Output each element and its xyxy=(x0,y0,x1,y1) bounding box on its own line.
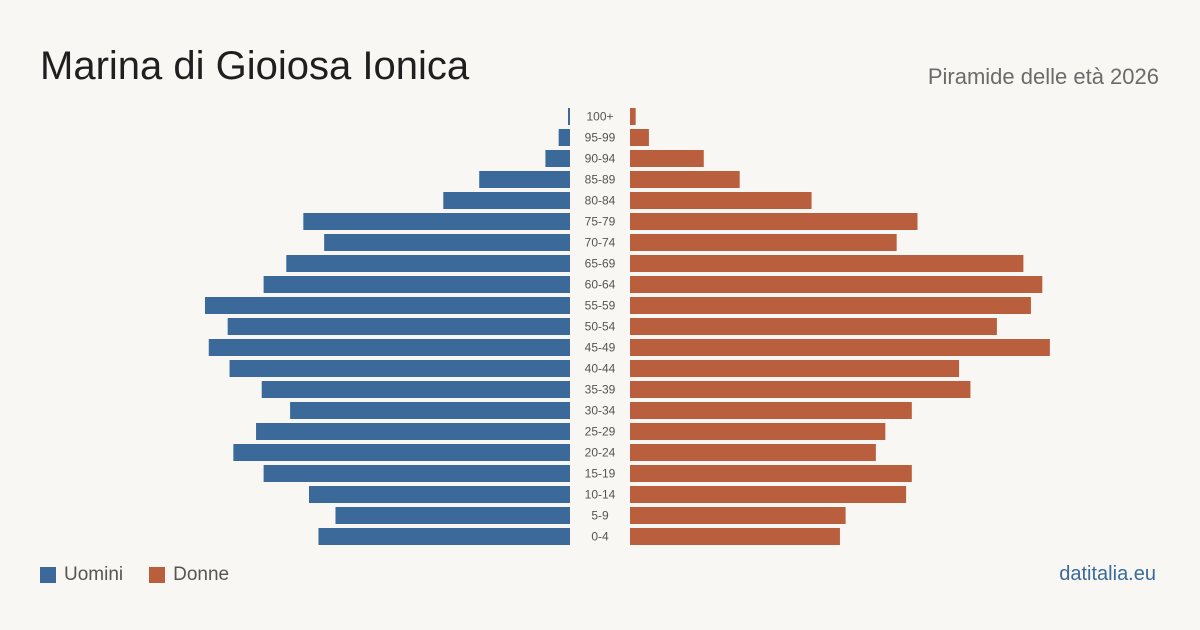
age-label-70-74: 70-74 xyxy=(585,236,616,250)
age-label-10-14: 10-14 xyxy=(585,488,616,502)
bar-men-100plus xyxy=(568,108,570,125)
legend-item-women: Donne xyxy=(149,564,229,586)
age-label-80-84: 80-84 xyxy=(585,194,616,208)
age-label-50-54: 50-54 xyxy=(585,320,616,334)
age-label-65-69: 65-69 xyxy=(585,257,616,271)
age-label-25-29: 25-29 xyxy=(585,425,616,439)
age-label-85-89: 85-89 xyxy=(585,173,616,187)
bar-women-5-9 xyxy=(630,507,846,524)
bar-women-95-99 xyxy=(630,129,649,146)
bar-women-35-39 xyxy=(630,381,971,398)
bar-women-30-34 xyxy=(630,402,912,419)
bar-men-0-4 xyxy=(318,528,570,545)
legend-item-men: Uomini xyxy=(40,564,123,586)
bar-men-95-99 xyxy=(558,129,570,146)
age-label-35-39: 35-39 xyxy=(585,383,616,397)
bar-women-65-69 xyxy=(630,255,1024,272)
chart-legend: Uomini Donne xyxy=(40,564,255,586)
bar-men-20-24 xyxy=(233,444,570,461)
bar-men-5-9 xyxy=(335,507,570,524)
bar-men-30-34 xyxy=(290,402,570,419)
bar-women-15-19 xyxy=(630,465,912,482)
age-label-20-24: 20-24 xyxy=(585,446,616,460)
bar-women-70-74 xyxy=(630,234,897,251)
bar-men-80-84 xyxy=(443,192,570,209)
legend-swatch-women xyxy=(149,567,166,583)
bar-men-50-54 xyxy=(227,318,570,335)
bar-women-55-59 xyxy=(630,297,1031,314)
bar-men-25-29 xyxy=(256,423,570,440)
age-label-45-49: 45-49 xyxy=(585,341,616,355)
chart-title: Marina di Gioiosa Ionica xyxy=(40,44,470,88)
age-label-60-64: 60-64 xyxy=(585,278,616,292)
age-label-15-19: 15-19 xyxy=(585,467,616,481)
bar-men-60-64 xyxy=(263,276,570,293)
bar-men-90-94 xyxy=(545,150,570,167)
bar-men-85-89 xyxy=(479,171,570,188)
bar-men-70-74 xyxy=(324,234,570,251)
bar-women-20-24 xyxy=(630,444,876,461)
legend-label-women: Donne xyxy=(173,564,230,585)
bar-women-45-49 xyxy=(630,339,1050,356)
bar-men-65-69 xyxy=(286,255,570,272)
age-label-95-99: 95-99 xyxy=(585,131,616,145)
bar-women-50-54 xyxy=(630,318,997,335)
chart-subtitle: Piramide delle età 2026 xyxy=(927,64,1159,89)
bar-women-60-64 xyxy=(630,276,1043,293)
age-label-30-34: 30-34 xyxy=(585,404,616,418)
bar-men-75-79 xyxy=(303,213,570,230)
bar-women-25-29 xyxy=(630,423,886,440)
age-label-75-79: 75-79 xyxy=(585,215,616,229)
age-label-55-59: 55-59 xyxy=(585,299,616,313)
age-label-0-4: 0-4 xyxy=(591,530,609,544)
bar-women-90-94 xyxy=(630,150,704,167)
bar-men-45-49 xyxy=(208,339,570,356)
age-label-100plus: 100+ xyxy=(586,110,613,124)
bar-women-40-44 xyxy=(630,360,960,377)
bar-men-15-19 xyxy=(263,465,570,482)
bar-men-55-59 xyxy=(204,297,570,314)
age-label-40-44: 40-44 xyxy=(585,362,616,376)
bar-men-10-14 xyxy=(309,486,570,503)
age-label-5-9: 5-9 xyxy=(591,509,609,523)
bar-men-40-44 xyxy=(229,360,570,377)
bar-women-85-89 xyxy=(630,171,740,188)
bar-women-75-79 xyxy=(630,213,918,230)
source-link[interactable]: datitalia.eu xyxy=(1059,563,1156,585)
bar-women-10-14 xyxy=(630,486,907,503)
legend-swatch-men xyxy=(40,567,56,583)
age-label-90-94: 90-94 xyxy=(585,152,616,166)
bar-women-0-4 xyxy=(630,528,840,545)
bar-women-100plus xyxy=(630,108,636,125)
bar-men-35-39 xyxy=(261,381,570,398)
bar-women-80-84 xyxy=(630,192,812,209)
legend-label-men: Uomini xyxy=(64,564,124,585)
